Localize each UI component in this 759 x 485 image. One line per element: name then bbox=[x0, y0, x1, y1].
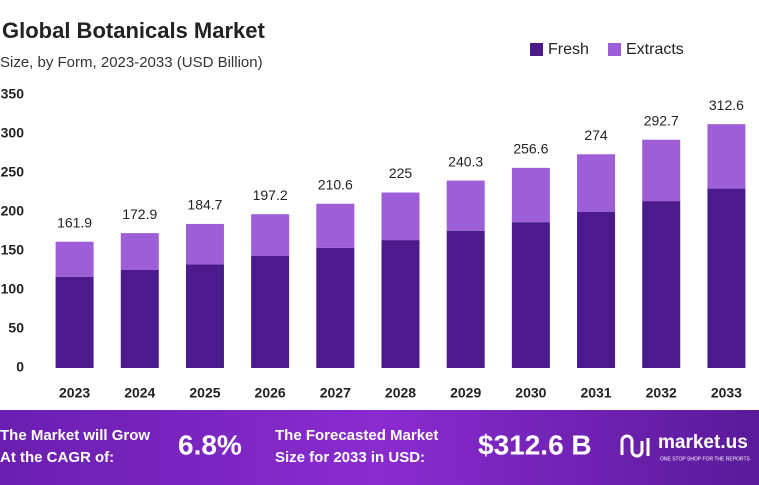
total-label: 274 bbox=[584, 127, 608, 143]
bar-segment bbox=[251, 214, 290, 256]
cagr-value: 6.8% bbox=[178, 429, 242, 460]
legend-label: Fresh bbox=[548, 41, 589, 58]
bar-segment bbox=[55, 241, 94, 277]
y-tick-label: 150 bbox=[1, 242, 25, 258]
x-tick-label: 2023 bbox=[59, 385, 90, 401]
bar-segment bbox=[577, 154, 616, 212]
bar-segment bbox=[120, 233, 159, 270]
x-tick-label: 2027 bbox=[320, 385, 351, 401]
bar-segment bbox=[511, 167, 550, 223]
total-label: 197.2 bbox=[253, 187, 288, 203]
bar-segment bbox=[511, 222, 550, 368]
bar-segment bbox=[251, 255, 290, 368]
bar-segment bbox=[120, 269, 159, 368]
bar-segment bbox=[55, 276, 94, 368]
total-label: 292.7 bbox=[644, 112, 679, 128]
bar-segment bbox=[316, 203, 355, 248]
footer-text: The Market will Grow At the CAGR of: bbox=[0, 427, 154, 466]
bar-segment bbox=[185, 264, 224, 368]
total-label: 172.9 bbox=[122, 206, 157, 222]
total-label: 240.3 bbox=[448, 153, 483, 169]
x-tick-label: 2026 bbox=[255, 385, 286, 401]
legend-swatch bbox=[530, 43, 543, 56]
x-tick-label: 2032 bbox=[646, 385, 677, 401]
tagline: ONE STOP SHOP FOR THE REPORTS bbox=[660, 456, 751, 462]
footer-text: The Forecasted Market Size for 2033 in U… bbox=[275, 427, 443, 466]
x-tick-label: 2030 bbox=[515, 385, 546, 401]
bar-segment bbox=[381, 240, 420, 368]
bar-segment bbox=[446, 180, 485, 231]
legend-swatch bbox=[608, 43, 621, 56]
bar-segment bbox=[446, 230, 485, 368]
x-tick-label: 2029 bbox=[450, 385, 481, 401]
y-tick-label: 250 bbox=[1, 164, 25, 180]
legend-label: Extracts bbox=[626, 41, 684, 58]
y-tick-label: 350 bbox=[1, 86, 25, 102]
bar-segment bbox=[707, 188, 746, 368]
total-label: 184.7 bbox=[187, 197, 222, 213]
total-label: 210.6 bbox=[318, 176, 353, 192]
forecast-value: $312.6 B bbox=[478, 429, 592, 460]
x-tick-label: 2033 bbox=[711, 385, 742, 401]
total-label: 312.6 bbox=[709, 97, 744, 113]
brand: market.us bbox=[658, 432, 748, 453]
bar-segment bbox=[642, 139, 681, 202]
total-label: 225 bbox=[389, 165, 413, 181]
y-tick-label: 100 bbox=[1, 281, 25, 297]
bar-segment bbox=[577, 212, 616, 368]
y-tick-label: 0 bbox=[16, 359, 24, 375]
y-tick-label: 50 bbox=[8, 320, 24, 336]
bar-segment bbox=[381, 192, 420, 241]
chart-title: Global Botanicals Market bbox=[2, 18, 266, 43]
chart-subtitle: Size, by Form, 2023-2033 (USD Billion) bbox=[0, 54, 263, 71]
y-tick-label: 300 bbox=[1, 125, 25, 141]
total-label: 161.9 bbox=[57, 214, 92, 230]
logo-icon bbox=[620, 434, 650, 458]
x-tick-label: 2024 bbox=[124, 385, 155, 401]
x-tick-label: 2028 bbox=[385, 385, 416, 401]
y-tick-label: 200 bbox=[1, 203, 25, 219]
footer-band bbox=[0, 410, 759, 485]
total-label: 256.6 bbox=[513, 141, 548, 157]
x-tick-label: 2031 bbox=[580, 385, 611, 401]
bar-segment bbox=[642, 201, 681, 368]
bar-segment bbox=[316, 247, 355, 368]
x-tick-label: 2025 bbox=[189, 385, 220, 401]
bar-segment bbox=[185, 223, 224, 265]
bar-segment bbox=[707, 124, 746, 189]
